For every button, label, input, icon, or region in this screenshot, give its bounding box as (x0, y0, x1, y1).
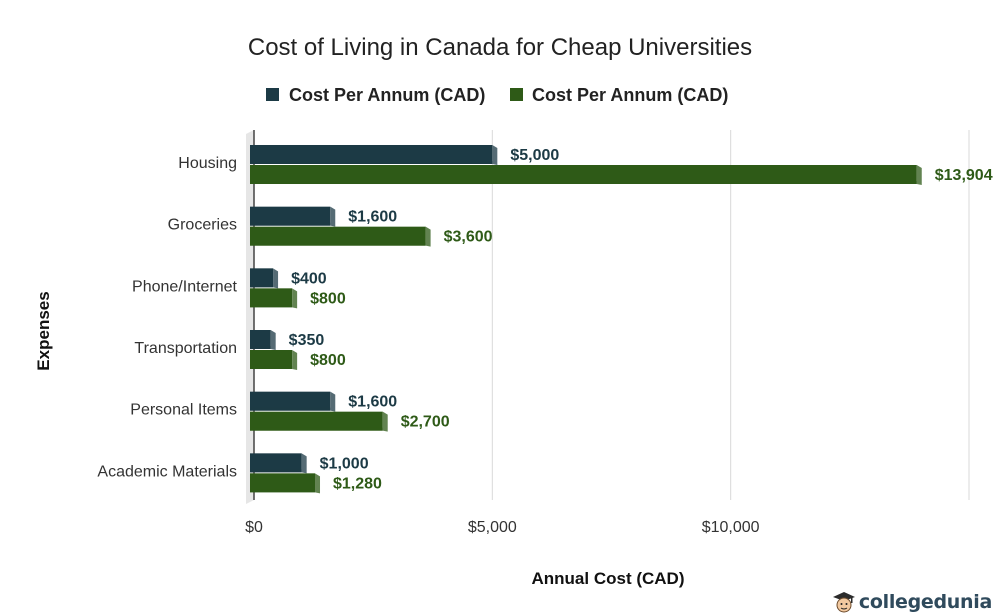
bar-face (250, 268, 274, 288)
graduate-mascot-icon (832, 592, 855, 613)
data-label: $1,600 (348, 394, 397, 411)
legend-label-series-2: Cost Per Annum (CAD) (532, 85, 728, 105)
bar-side (270, 330, 276, 350)
x-axis-title: Annual Cost (CAD) (532, 569, 685, 588)
bar-bottom-shade (250, 304, 293, 308)
bar-bottom-shade (250, 366, 293, 369)
bar-side (292, 288, 298, 309)
bar (250, 411, 388, 432)
bar-face (250, 226, 426, 246)
bar (250, 288, 298, 309)
chart-title: Cost of Living in Canada for Cheap Unive… (248, 34, 752, 61)
data-label: $5,000 (510, 147, 559, 164)
category-labels: Housing $5,000 $13,904 Groceries $1,600 $3,60… (97, 147, 992, 492)
bar-side (492, 145, 498, 165)
bar-face (250, 391, 331, 411)
bar-bottom-shade (250, 284, 274, 288)
bar-bottom-shade (250, 489, 316, 493)
bar (250, 145, 498, 165)
bar-bottom-shade (250, 346, 271, 349)
data-label: $350 (289, 332, 325, 349)
category-label: Housing (178, 155, 237, 172)
y-axis-title: Expenses (34, 291, 53, 370)
bar-face (250, 350, 293, 369)
bar-bottom-shade (250, 181, 917, 184)
bar-side (301, 453, 307, 474)
data-label: $1,280 (333, 475, 382, 492)
legend: Cost Per Annum (CAD) Cost Per Annum (CAD… (266, 85, 728, 105)
category-label: Transportation (134, 340, 237, 357)
bar (250, 391, 336, 412)
bar (250, 165, 922, 185)
bar-face (250, 473, 316, 493)
bar-bottom-shade (250, 407, 331, 411)
watermark-text: collegedunia (858, 591, 992, 613)
bar-side (292, 350, 298, 370)
bar (250, 268, 279, 289)
bar-side (425, 226, 431, 247)
bar (250, 453, 307, 474)
data-label: $800 (310, 290, 346, 307)
x-tick-label: $10,000 (702, 519, 760, 536)
legend-swatch-series-2 (510, 88, 523, 101)
category-label: Phone/Internet (132, 278, 238, 295)
bar-bottom-shade (250, 242, 426, 246)
axis-wall (246, 130, 254, 504)
bar-side (315, 473, 321, 494)
bar (250, 473, 321, 494)
bar-bottom-shade (250, 469, 302, 473)
bar-bottom-shade (250, 161, 493, 164)
data-label: $1,000 (320, 455, 369, 472)
data-label: $1,600 (348, 209, 397, 226)
bar-side (330, 206, 336, 227)
x-tick-label: $5,000 (468, 519, 517, 536)
data-label: $13,904 (935, 167, 993, 184)
bar-side (330, 391, 336, 412)
bar-side (273, 268, 279, 289)
bar-face (250, 330, 271, 349)
data-label: $800 (310, 352, 346, 369)
category-label: Groceries (168, 217, 237, 234)
category-label: Academic Materials (97, 463, 237, 480)
bar-face (250, 165, 917, 184)
bar (250, 350, 298, 370)
bars (250, 145, 922, 494)
gridlines (246, 130, 970, 504)
x-tick-label: $0 (245, 519, 263, 536)
category-label: Personal Items (130, 402, 237, 419)
bar-bottom-shade (250, 427, 383, 431)
legend-swatch-series-1 (266, 88, 279, 101)
bar-face (250, 453, 302, 473)
data-label: $2,700 (401, 414, 450, 431)
bar-face (250, 411, 383, 431)
x-tick-labels: $0 $5,000 $10,000 (245, 519, 760, 536)
data-label: $3,600 (444, 229, 493, 246)
data-label: $400 (291, 270, 327, 287)
bar-bottom-shade (250, 222, 331, 226)
bar-side (916, 165, 922, 185)
legend-label-series-1: Cost Per Annum (CAD) (289, 85, 485, 105)
bar-face (250, 145, 493, 164)
bar-side (382, 411, 388, 432)
bar (250, 330, 276, 350)
bar (250, 206, 336, 227)
collegedunia-watermark: collegedunia (832, 590, 992, 614)
bar (250, 226, 431, 247)
bar-face (250, 206, 331, 226)
bar-face (250, 288, 293, 308)
